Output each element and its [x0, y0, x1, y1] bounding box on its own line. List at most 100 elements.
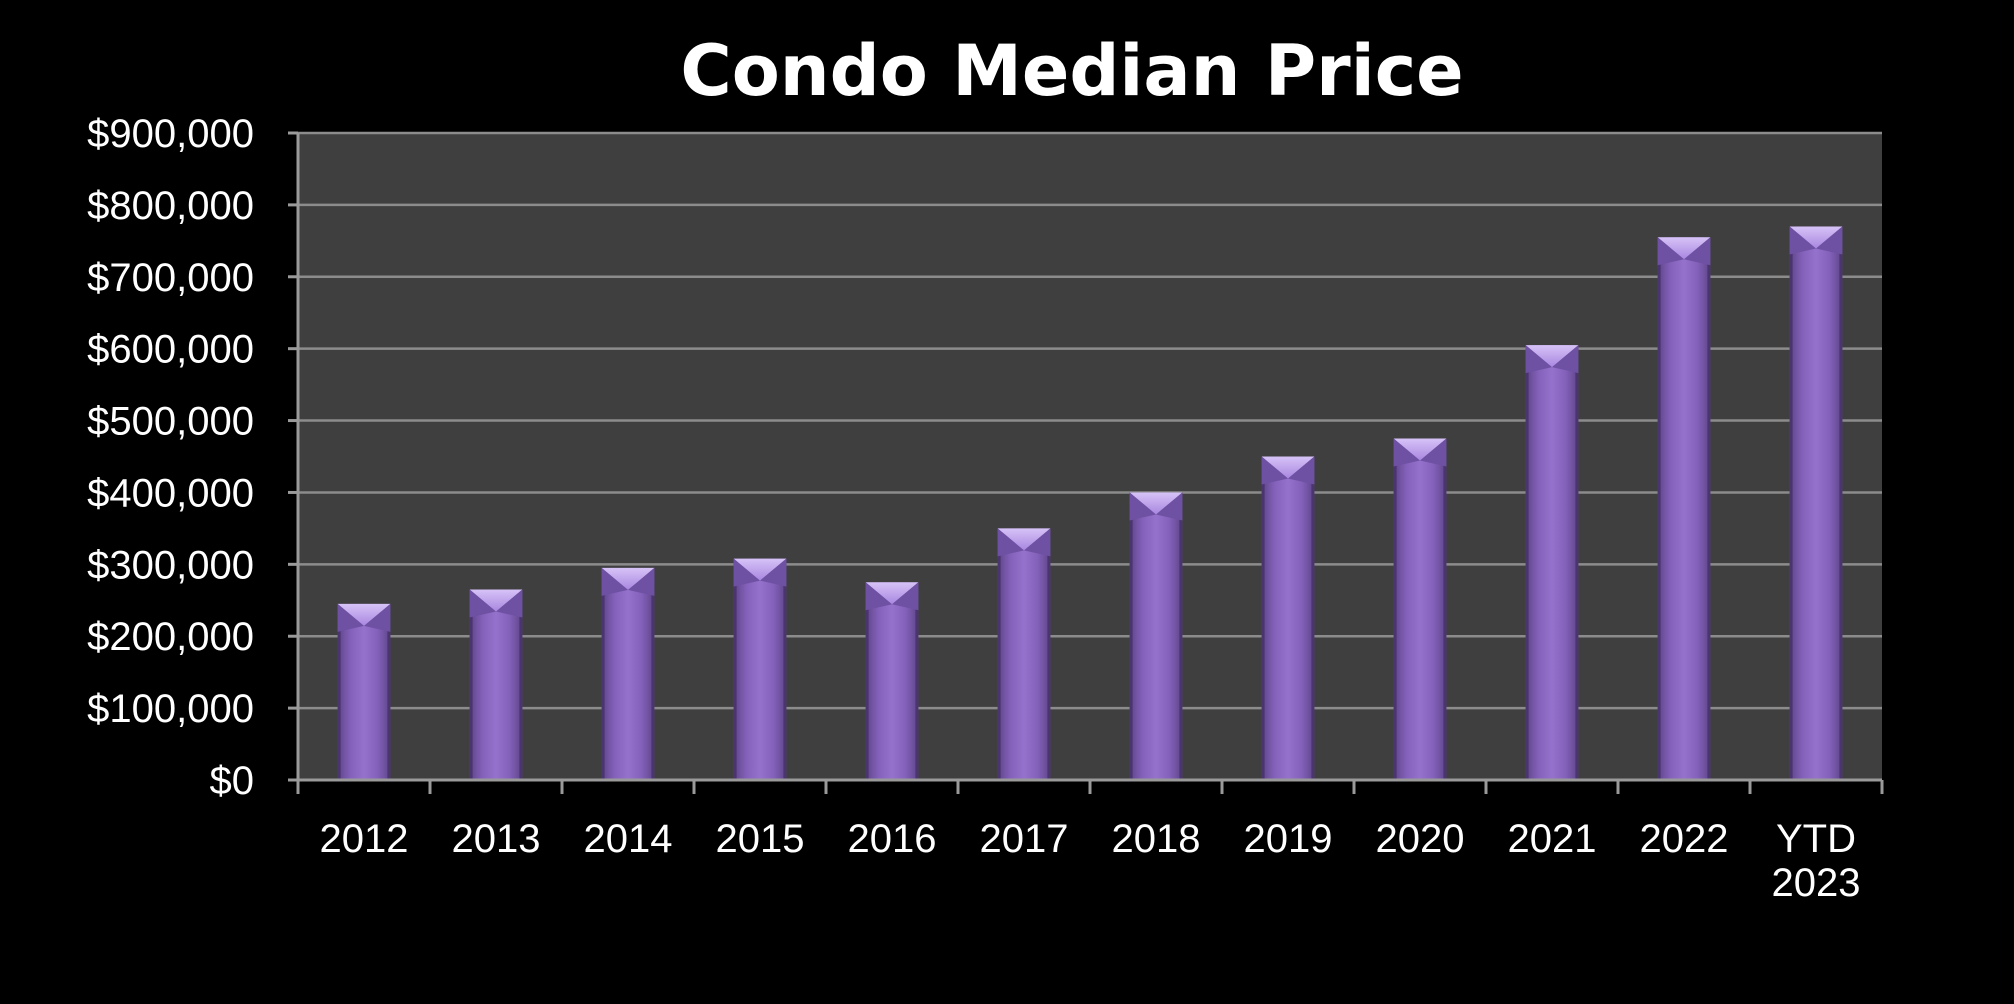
- bar-edge-right: [1179, 492, 1183, 780]
- bar-cap-highlight: [1393, 438, 1447, 461]
- x-tick-label: YTD 2023: [1772, 817, 1861, 905]
- bar-cap-shade-right: [1816, 226, 1843, 255]
- bar-cap-shade-right: [1552, 345, 1579, 374]
- bar-edge-left: [469, 589, 473, 780]
- bar-edge-left: [865, 582, 869, 780]
- bar-cap-shade-right: [892, 582, 919, 611]
- bar-cap-shade-right: [760, 558, 787, 587]
- bar-cap-shade-left: [1525, 345, 1552, 374]
- bar-cap-highlight: [997, 528, 1051, 551]
- bar: [1393, 438, 1447, 780]
- x-tick-label: 2016: [848, 817, 937, 861]
- bar-cap-shade-left: [337, 603, 364, 632]
- x-tick-label-line: 2012: [320, 817, 409, 861]
- x-tick-label-line: 2021: [1508, 817, 1597, 861]
- bar: [733, 558, 787, 780]
- bars: [337, 226, 1843, 780]
- y-tick-label: $0: [210, 759, 255, 803]
- bar-cap-highlight: [1525, 345, 1579, 368]
- bar: [601, 567, 655, 780]
- bar-cap-shade-right: [628, 567, 655, 596]
- x-tick-label-line: 2023: [1772, 861, 1861, 905]
- x-tick-label: 2015: [716, 817, 805, 861]
- y-tick-label: $400,000: [87, 471, 254, 515]
- bar-body: [469, 589, 523, 780]
- x-tick-label: 2018: [1112, 817, 1201, 861]
- y-tick-label: $100,000: [87, 687, 254, 731]
- bar-edge-right: [1575, 345, 1579, 780]
- bar-edge-left: [601, 567, 605, 780]
- bar-edge-right: [1311, 456, 1315, 780]
- y-tick-label: $600,000: [87, 328, 254, 372]
- gridlines: [288, 131, 1882, 782]
- bar-body: [1789, 226, 1843, 780]
- bar: [865, 582, 919, 780]
- x-tick-label-line: 2019: [1244, 817, 1333, 861]
- bar-cap-shade-right: [1684, 237, 1711, 266]
- bar-edge-left: [1393, 438, 1397, 780]
- bar-edge-left: [997, 528, 1001, 780]
- bar-cap-shade-right: [1156, 492, 1183, 521]
- bar-body: [337, 603, 391, 780]
- bar-cap-shade-right: [1288, 456, 1315, 485]
- x-tick-label: 2022: [1640, 817, 1729, 861]
- bar-cap-shade-left: [601, 567, 628, 596]
- bar: [1261, 456, 1315, 780]
- y-tick-label: $700,000: [87, 256, 254, 300]
- axes: [296, 133, 1884, 794]
- bar-cap-highlight: [1657, 237, 1711, 260]
- bar-edge-left: [337, 603, 341, 780]
- bar: [469, 589, 523, 780]
- bar-cap-shade-left: [1261, 456, 1288, 485]
- bar-edge-left: [1261, 456, 1265, 780]
- x-tick-label-line: 2018: [1112, 817, 1201, 861]
- bar-cap-shade-left: [1129, 492, 1156, 521]
- x-tick-label: 2019: [1244, 817, 1333, 861]
- bar-body: [1657, 237, 1711, 780]
- x-tick-label-line: 2016: [848, 817, 937, 861]
- bar-cap-shade-left: [469, 589, 496, 618]
- bar-cap-shade-right: [1024, 528, 1051, 557]
- x-tick-label: 2020: [1376, 817, 1465, 861]
- bar-edge-left: [1657, 237, 1661, 780]
- bar-cap-shade-left: [1789, 226, 1816, 255]
- bar: [1789, 226, 1843, 780]
- bar-edge-left: [1525, 345, 1529, 780]
- bar-edge-right: [1047, 528, 1051, 780]
- x-tick-label: 2021: [1508, 817, 1597, 861]
- bar-edge-right: [783, 558, 787, 780]
- bar-cap-shade-left: [1393, 438, 1420, 467]
- bar-body: [1393, 438, 1447, 780]
- x-tick-label: 2012: [320, 817, 409, 861]
- bar-body: [733, 558, 787, 780]
- x-tick-label-line: 2020: [1376, 817, 1465, 861]
- bar-body: [1525, 345, 1579, 780]
- x-tick-label-line: 2015: [716, 817, 805, 861]
- x-tick-label-line: YTD: [1776, 817, 1856, 861]
- bar-edge-right: [651, 567, 655, 780]
- x-tick-label-line: 2017: [980, 817, 1069, 861]
- bar-edge-right: [1839, 226, 1843, 780]
- bar-edge-left: [1129, 492, 1133, 780]
- bar-cap-shade-right: [1420, 438, 1447, 467]
- bar-edge-right: [1707, 237, 1711, 780]
- x-tick-label: 2013: [452, 817, 541, 861]
- y-tick-label: $200,000: [87, 615, 254, 659]
- x-tick-label-line: 2013: [452, 817, 541, 861]
- bar-edge-right: [387, 603, 391, 780]
- bar-cap-highlight: [733, 558, 787, 581]
- bar-body: [1261, 456, 1315, 780]
- y-tick-label: $800,000: [87, 184, 254, 228]
- bar-cap-shade-left: [865, 582, 892, 611]
- x-tick-label-line: 2014: [584, 817, 673, 861]
- bar-cap-highlight: [1789, 226, 1843, 249]
- bar-edge-left: [1789, 226, 1793, 780]
- y-axis-tick-labels: $0 $100,000 $200,000 $300,000 $400,000 $500,0…: [87, 112, 254, 803]
- bar-cap-shade-right: [496, 589, 523, 618]
- bar-edge-left: [733, 558, 737, 780]
- bar-cap-shade-left: [1657, 237, 1684, 266]
- bar-edge-right: [1443, 438, 1447, 780]
- bar: [1525, 345, 1579, 780]
- bar-body: [1129, 492, 1183, 780]
